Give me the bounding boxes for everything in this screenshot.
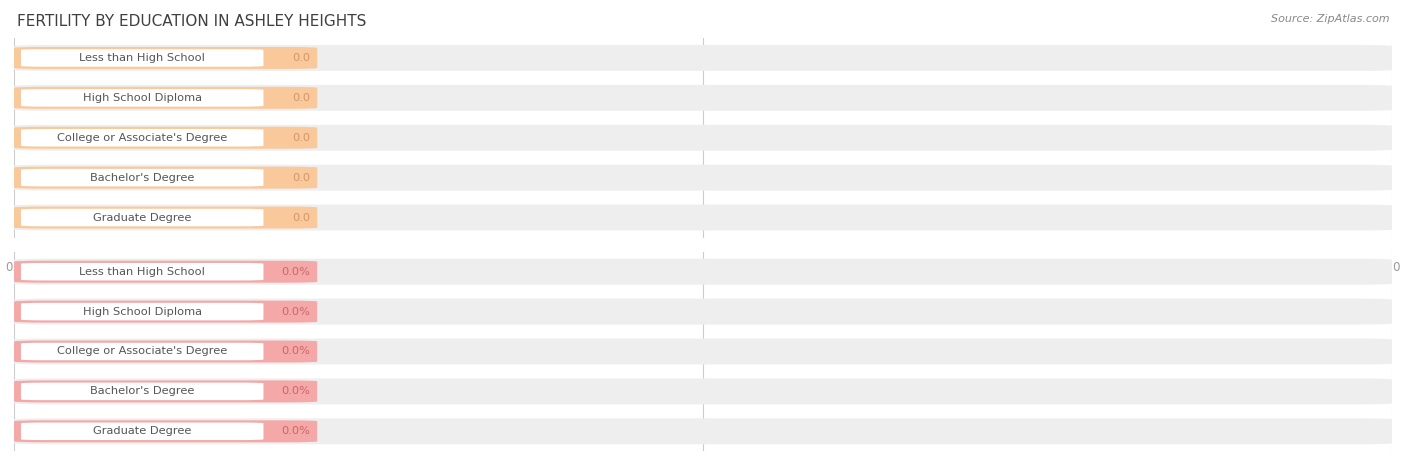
FancyBboxPatch shape <box>14 299 1392 324</box>
FancyBboxPatch shape <box>14 207 318 228</box>
Text: 0.0: 0.0 <box>292 172 311 183</box>
FancyBboxPatch shape <box>14 339 1392 364</box>
FancyBboxPatch shape <box>14 167 318 189</box>
Text: Bachelor's Degree: Bachelor's Degree <box>90 172 194 183</box>
FancyBboxPatch shape <box>21 383 263 400</box>
FancyBboxPatch shape <box>14 85 1392 111</box>
FancyBboxPatch shape <box>14 205 1392 230</box>
FancyBboxPatch shape <box>21 129 263 146</box>
Text: High School Diploma: High School Diploma <box>83 93 201 103</box>
Text: Less than High School: Less than High School <box>79 53 205 63</box>
FancyBboxPatch shape <box>21 169 263 186</box>
Text: 0.0%: 0.0% <box>281 386 311 397</box>
FancyBboxPatch shape <box>14 379 1392 404</box>
FancyBboxPatch shape <box>21 303 263 320</box>
FancyBboxPatch shape <box>14 259 1392 285</box>
FancyBboxPatch shape <box>14 87 318 109</box>
FancyBboxPatch shape <box>21 343 263 360</box>
Text: FERTILITY BY EDUCATION IN ASHLEY HEIGHTS: FERTILITY BY EDUCATION IN ASHLEY HEIGHTS <box>17 14 366 29</box>
Text: 0.0: 0.0 <box>1382 261 1402 275</box>
FancyBboxPatch shape <box>14 45 1392 71</box>
FancyBboxPatch shape <box>14 420 318 442</box>
Text: High School Diploma: High School Diploma <box>83 306 201 317</box>
Text: 0.0: 0.0 <box>4 261 24 275</box>
FancyBboxPatch shape <box>21 49 263 66</box>
FancyBboxPatch shape <box>14 341 318 362</box>
Text: 0.0%: 0.0% <box>281 306 311 317</box>
Text: 0.0: 0.0 <box>292 93 311 103</box>
FancyBboxPatch shape <box>21 89 263 106</box>
Text: 0.0: 0.0 <box>292 53 311 63</box>
FancyBboxPatch shape <box>14 125 1392 151</box>
FancyBboxPatch shape <box>14 418 1392 444</box>
Text: 0.0: 0.0 <box>292 133 311 143</box>
FancyBboxPatch shape <box>21 209 263 226</box>
Text: 0.0: 0.0 <box>693 261 713 275</box>
Text: 0.0%: 0.0% <box>281 346 311 357</box>
Text: Graduate Degree: Graduate Degree <box>93 426 191 437</box>
FancyBboxPatch shape <box>14 301 318 323</box>
FancyBboxPatch shape <box>14 380 318 402</box>
FancyBboxPatch shape <box>14 127 318 149</box>
FancyBboxPatch shape <box>21 263 263 280</box>
FancyBboxPatch shape <box>14 165 1392 190</box>
Text: College or Associate's Degree: College or Associate's Degree <box>58 346 228 357</box>
Text: 0.0%: 0.0% <box>281 426 311 437</box>
Text: Less than High School: Less than High School <box>79 266 205 277</box>
FancyBboxPatch shape <box>14 261 318 283</box>
Text: Source: ZipAtlas.com: Source: ZipAtlas.com <box>1271 14 1389 24</box>
FancyBboxPatch shape <box>21 423 263 440</box>
Text: Bachelor's Degree: Bachelor's Degree <box>90 386 194 397</box>
Text: College or Associate's Degree: College or Associate's Degree <box>58 133 228 143</box>
FancyBboxPatch shape <box>14 47 318 69</box>
Text: 0.0%: 0.0% <box>281 266 311 277</box>
Text: 0.0: 0.0 <box>292 212 311 223</box>
Text: Graduate Degree: Graduate Degree <box>93 212 191 223</box>
